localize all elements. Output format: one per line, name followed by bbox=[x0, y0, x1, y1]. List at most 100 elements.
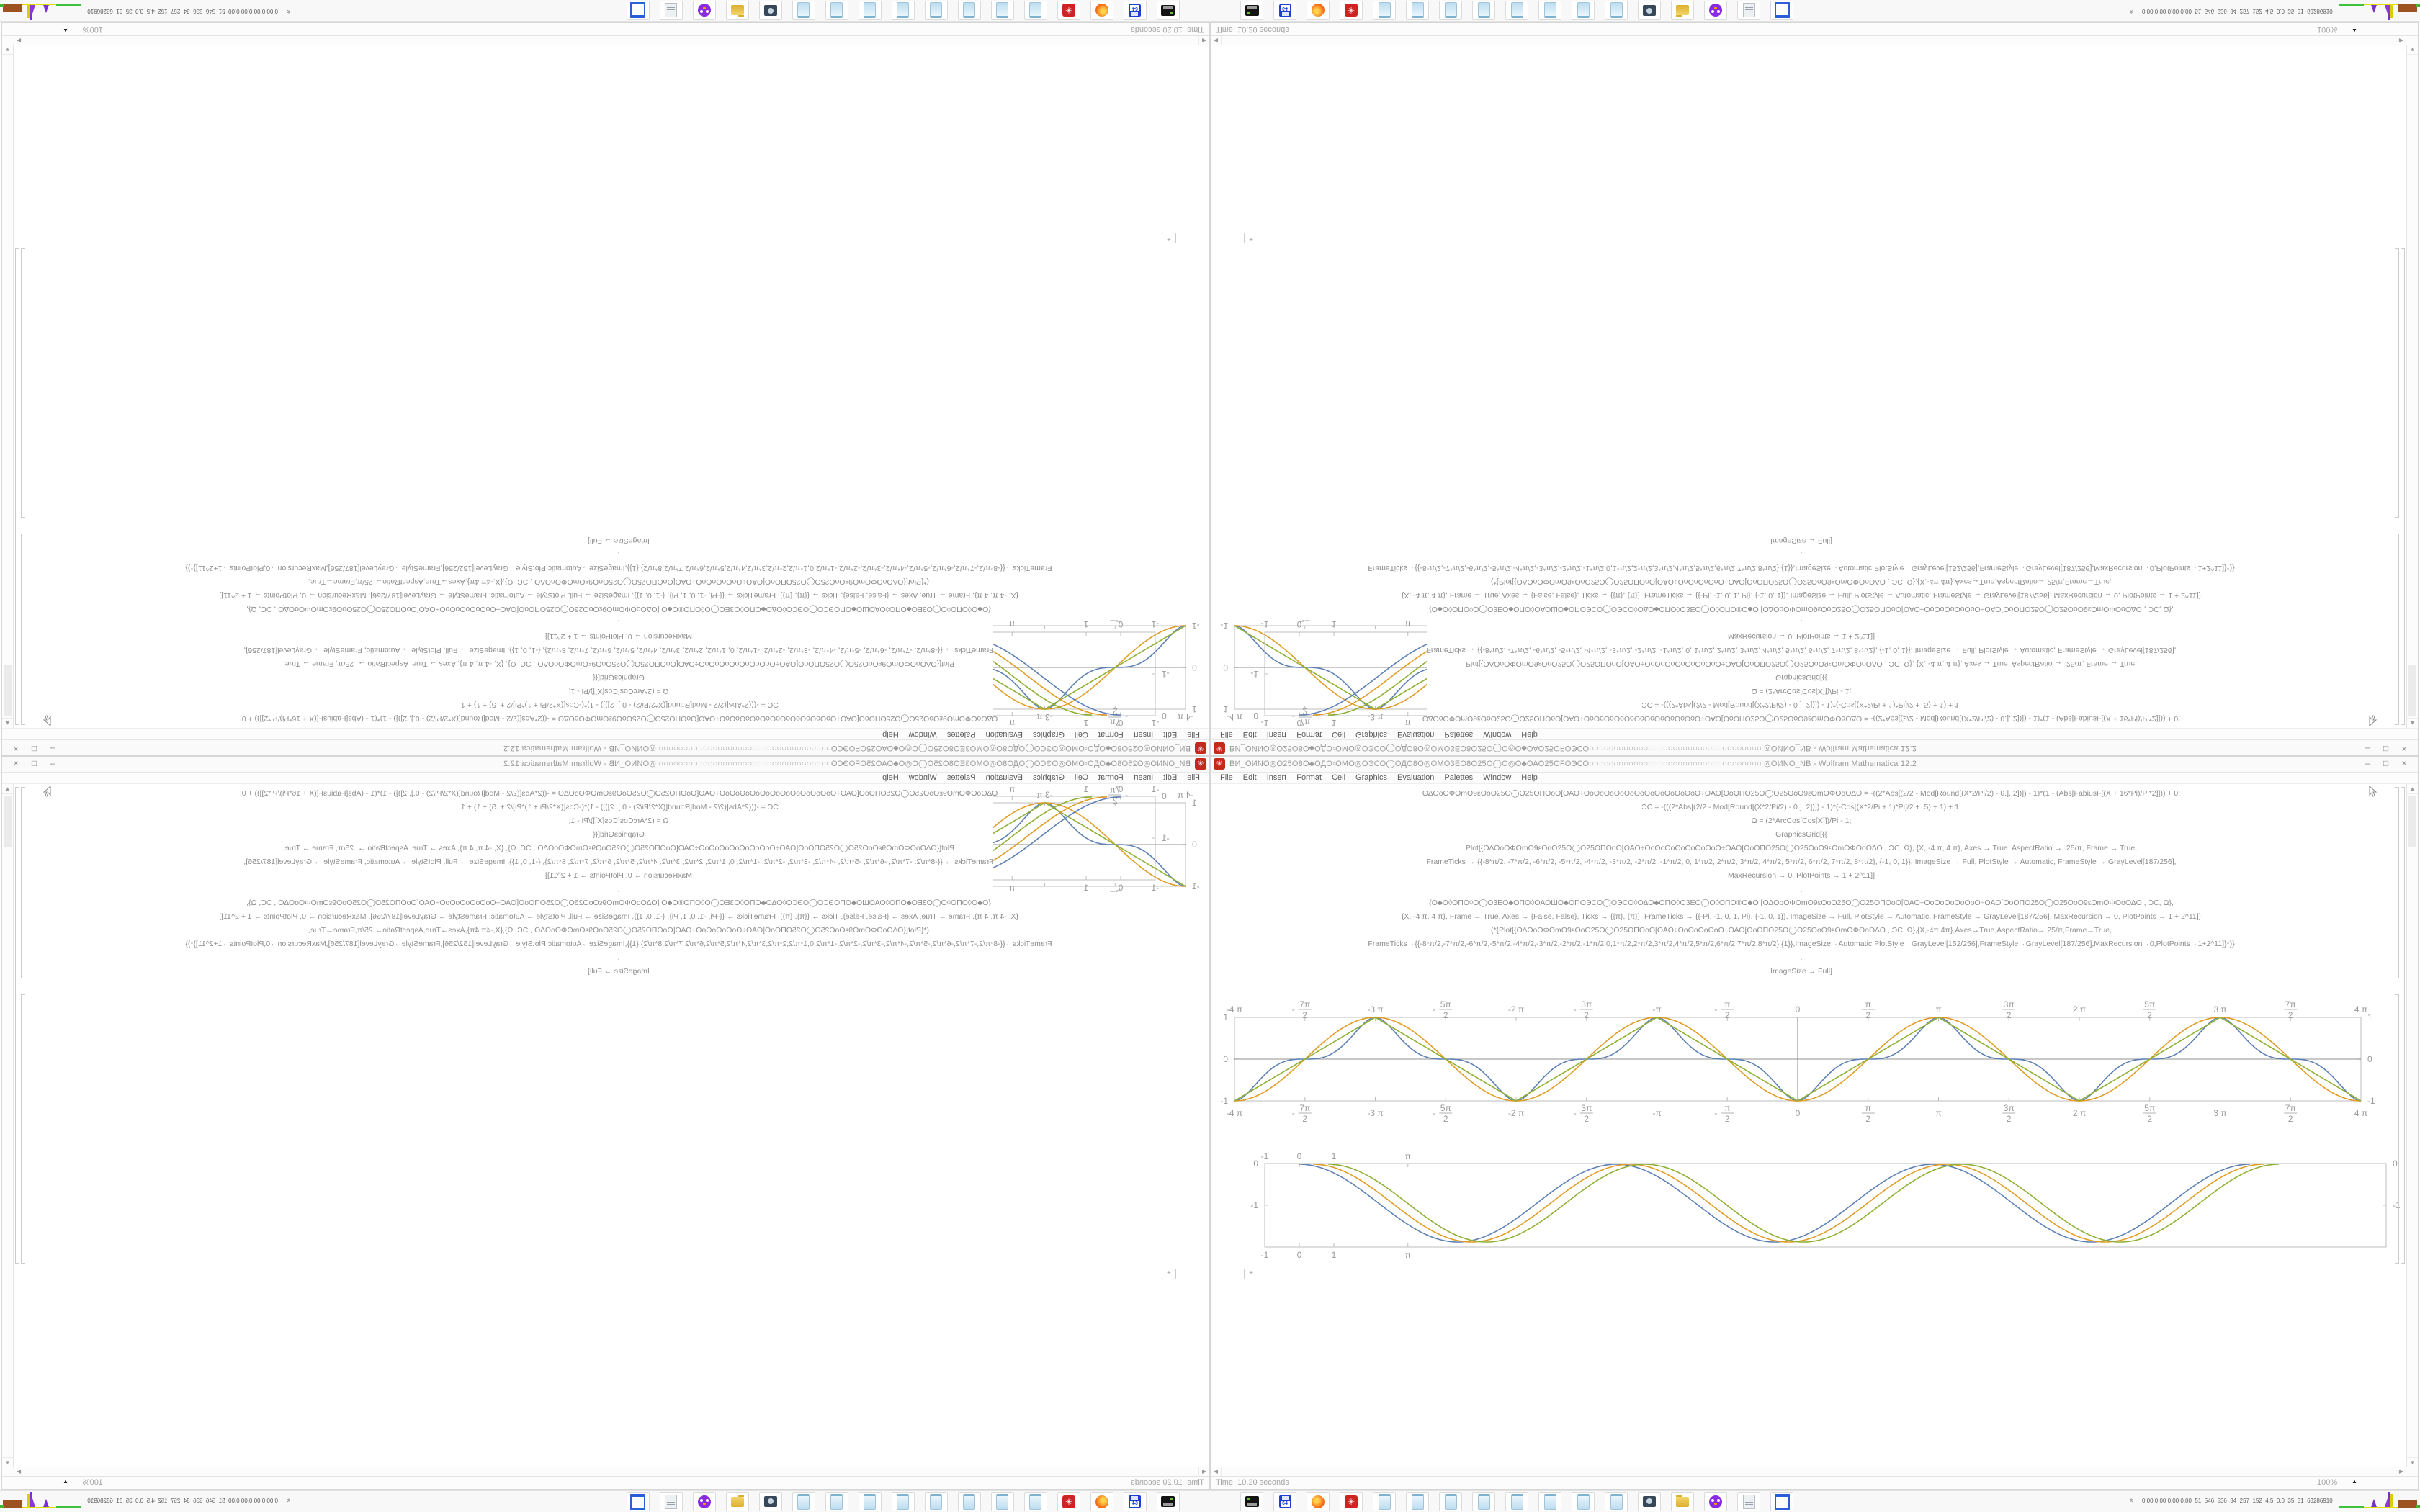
titlebar: ✳ ВИ_ОИNО◎О25О8О♣ОДО◦ОMО◎ОЭСО◯ОДО8О◎ОMО3… bbox=[2, 757, 1209, 773]
svg-text:π: π bbox=[1405, 718, 1411, 728]
menu-palettes[interactable]: Palettes bbox=[1444, 773, 1474, 782]
scroll-left-icon: ◀ bbox=[1211, 36, 1222, 45]
scroll-down-icon: ▼ bbox=[2, 1457, 13, 1467]
taskbar-icon-notepad[interactable] bbox=[1373, 1492, 1396, 1511]
sparkline-brown-block bbox=[2398, 1500, 2417, 1508]
code-line: Plot[{ΟΔΟοΟΦΟmΟ9εΟοΟ25Ο◯Ο25ΟΠΟοΟ[ΟΑΟ÷ΟοΟ… bbox=[1465, 844, 2138, 852]
menu-window: Window bbox=[908, 730, 937, 739]
taskbar-icon-notepad bbox=[792, 1, 815, 20]
svg-text:0: 0 bbox=[1118, 883, 1123, 892]
svg-text:4 π: 4 π bbox=[2354, 1108, 2367, 1118]
vertical-scroll-thumb bbox=[4, 796, 12, 847]
svg-text:3π: 3π bbox=[1581, 999, 1592, 1009]
taskbar-icon-notepad[interactable] bbox=[1439, 1492, 1462, 1511]
svg-text:0: 0 bbox=[2393, 1158, 2398, 1169]
menu-insert[interactable]: Insert bbox=[1266, 773, 1287, 782]
cell-bracket-output[interactable] bbox=[2395, 994, 2399, 1264]
svg-text:2: 2 bbox=[1302, 1010, 1307, 1020]
system-monitor-sparkline bbox=[0, 1492, 81, 1511]
taskbar-icon-notepad[interactable] bbox=[1572, 1492, 1595, 1511]
menu-format[interactable]: Format bbox=[1296, 773, 1322, 782]
mouse-cursor-icon bbox=[42, 715, 51, 726]
minimize-button: – bbox=[50, 744, 55, 754]
taskbar-icon-floppy-64[interactable]: 64 bbox=[1273, 1492, 1296, 1511]
menu-help[interactable]: Help bbox=[1521, 773, 1538, 782]
svg-text:π: π bbox=[1405, 620, 1411, 629]
window-title: ВИ_ОИNО◎О25О8О♣ОДО◦ОMО◎ОЭСО◯ОДО8О◎ОMО3ЕО… bbox=[503, 744, 1191, 752]
menu-palettes: Palettes bbox=[1444, 730, 1474, 739]
mathematica-window: ✳ ВИ_ОИNО◎О25О8О♣ОДО◦ОMО◎ОЭСО◯ОДО8О◎ОMО3… bbox=[1, 22, 1210, 756]
cell-bracket-output bbox=[21, 248, 25, 518]
horizontal-scrollbar[interactable]: ◀ ▶ bbox=[1211, 1467, 2418, 1477]
cell-bracket-input[interactable] bbox=[2395, 787, 2399, 978]
taskbar-icon-notepad[interactable] bbox=[1538, 1492, 1561, 1511]
menu-evaluation: Evaluation bbox=[1397, 730, 1435, 739]
input-cell[interactable]: ΟΔΟοΟΦΟmΟ9εΟοΟ25Ο◯Ο25ΟΠΟοΟ[ΟΑΟ÷ΟοΟοΟοΟοΟ… bbox=[1211, 787, 2392, 978]
taskbar-icon-owl[interactable] bbox=[1704, 1492, 1727, 1511]
menu-cell[interactable]: Cell bbox=[1332, 773, 1346, 782]
close-button[interactable]: × bbox=[2401, 758, 2407, 768]
scroll-right-icon[interactable]: ▶ bbox=[2396, 1467, 2406, 1476]
svg-text:-: - bbox=[1433, 1004, 1435, 1014]
vertical-scrollbar[interactable]: ▲ ▼ bbox=[2406, 784, 2418, 1467]
vertical-scroll-thumb[interactable] bbox=[2408, 796, 2416, 847]
menu-edit[interactable]: Edit bbox=[1242, 773, 1257, 782]
svg-text:-1: -1 bbox=[1261, 718, 1269, 728]
taskbar-icon-firefox[interactable] bbox=[1307, 1492, 1330, 1511]
scroll-left-icon[interactable]: ◀ bbox=[1211, 1467, 1222, 1476]
zoom-level[interactable]: 100% bbox=[2317, 1478, 2338, 1487]
svg-text:7π: 7π bbox=[2285, 1103, 2296, 1113]
scroll-up-icon: ▲ bbox=[2, 718, 13, 728]
taskbar-icon-cassette-drive[interactable] bbox=[1240, 1492, 1263, 1511]
menu-file: File bbox=[1187, 730, 1200, 739]
mathematica-app-icon: ✳ bbox=[1214, 758, 1225, 770]
menu-graphics[interactable]: Graphics bbox=[1355, 773, 1388, 782]
menubar: File Edit Insert Format Cell Graphics Evaluati… bbox=[2, 773, 1209, 784]
taskbar-icon-notepad[interactable] bbox=[1406, 1492, 1429, 1511]
svg-text:-: - bbox=[1292, 1108, 1295, 1118]
taskbar-icon-notepad[interactable] bbox=[1505, 1492, 1528, 1511]
taskbar-icon-notepad[interactable] bbox=[1472, 1492, 1495, 1511]
titlebar[interactable]: ✳ ВИ_ОИNО◎О25О8О♣ОДО◦ОMО◎ОЭСО◯ОДО8О◎ОMО3… bbox=[1211, 757, 2418, 773]
svg-text:2: 2 bbox=[2288, 1010, 2293, 1020]
minimize-button[interactable]: – bbox=[2365, 758, 2370, 768]
insert-cell-plus-button[interactable]: + bbox=[1244, 1269, 1258, 1279]
taskbar-icon-folder[interactable] bbox=[1671, 1492, 1694, 1511]
sparkline-yellow-spike bbox=[27, 1494, 30, 1507]
cell-bracket-input bbox=[21, 787, 25, 978]
taskbar-icon-owl bbox=[1704, 1, 1727, 20]
cell-bracket-group[interactable] bbox=[2401, 787, 2405, 1264]
taskbar-icon-monitor-camera[interactable] bbox=[1638, 1492, 1661, 1511]
insert-cell-plus-button: + bbox=[1162, 1269, 1176, 1279]
taskbar-icon-red-gear[interactable]: ✳ bbox=[1340, 1492, 1363, 1511]
close-button: × bbox=[13, 744, 19, 754]
svg-text:0: 0 bbox=[1297, 1151, 1302, 1161]
taskbar-icon-owl bbox=[693, 1492, 716, 1511]
svg-text:0: 0 bbox=[1297, 620, 1302, 629]
menu-evaluation[interactable]: Evaluation bbox=[1397, 773, 1435, 782]
mathematica-window: ✳ ВИ_ОИNО◎О25О8О♣ОДО◦ОMО◎ОЭСО◯ОДО8О◎ОMО3… bbox=[1210, 756, 2419, 1490]
taskbar-icon-monitor-camera bbox=[759, 1492, 782, 1511]
maximize-button[interactable]: □ bbox=[2383, 758, 2389, 768]
menu-file[interactable]: File bbox=[1220, 773, 1233, 782]
taskbar-icon-notepad[interactable] bbox=[1605, 1492, 1628, 1511]
menu-window[interactable]: Window bbox=[1483, 773, 1512, 782]
tray-expander-icon[interactable]: « bbox=[2127, 1498, 2136, 1503]
mathematica-screen: ✳ ВИ_ОИNО◎О25О8О♣ОДО◦ОMО◎ОЭСО◯ОДО8О◎ОMО3… bbox=[1210, 756, 2420, 1512]
scroll-down-icon[interactable]: ▼ bbox=[2407, 1457, 2418, 1467]
scroll-up-icon[interactable]: ▲ bbox=[2407, 784, 2418, 794]
cell-bracket-group bbox=[15, 787, 19, 1264]
code-line: , bbox=[1800, 953, 1803, 962]
taskbar-icon-notepad bbox=[1538, 1, 1561, 20]
zoom-menu-arrow-icon[interactable]: ▲ bbox=[2352, 1478, 2357, 1485]
system-tray: « 0.00 0.00 0.00 0.00 51 546 536 34 257 … bbox=[0, 1491, 294, 1512]
code-line: FrameTicks→{{-8*π/2,-7*π/2,-6*π/2,-5*π/2… bbox=[1368, 940, 2235, 948]
taskbar-icon-folder bbox=[726, 1, 749, 20]
svg-text:-1: -1 bbox=[1250, 1200, 1258, 1210]
scroll-right-icon: ▶ bbox=[14, 1467, 24, 1476]
taskbar-icon-blue-window[interactable] bbox=[1770, 1492, 1793, 1511]
taskbar-icon-scroll[interactable] bbox=[1737, 1492, 1760, 1511]
taskbar-launchers: 64 ✳ bbox=[1240, 1492, 1803, 1511]
horizontal-scrollbar: ◀ ▶ bbox=[1211, 35, 2418, 45]
svg-text:-1: -1 bbox=[1162, 669, 1170, 679]
